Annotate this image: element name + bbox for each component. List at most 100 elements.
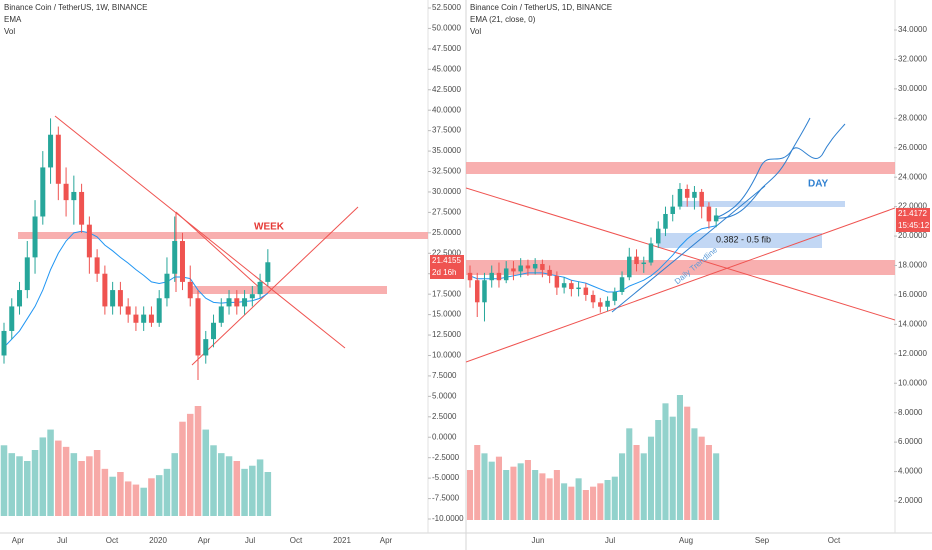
candle-body [532,264,538,269]
candle-body [655,228,661,244]
volume-bar [101,468,109,516]
candle-body [218,306,224,323]
volume-bar [546,478,553,520]
candle-body [234,298,240,307]
x-tick-label: Jun [532,536,545,545]
y-tick-label: 10.0000 [898,378,927,387]
y-tick-label: 2.0000 [898,496,923,505]
y-tick-label: 4.0000 [898,467,923,476]
last-price: 21.4172 [898,209,927,218]
candle-body [32,216,38,258]
volume-bar [684,406,691,520]
candle-body [684,188,690,198]
candle-body [249,294,255,299]
volume-bar [582,490,589,520]
candle-body [203,339,209,356]
candle-body [525,265,531,269]
y-tick-label: 7.5000 [432,371,457,380]
volume-bar [611,476,618,520]
candle-body [265,262,271,282]
candle-body [257,281,263,295]
trendline [191,206,359,366]
candle-body [474,280,480,303]
candle-body [554,275,560,288]
y-tick-label: 15.0000 [432,310,461,319]
trendline [466,187,895,321]
volume-bar [31,450,39,516]
volume-bar [503,470,510,520]
x-tick-label: 2021 [333,536,351,545]
volume-bar [163,468,171,516]
candle-body [648,243,654,263]
volume-bar [713,453,720,520]
volume-bar [698,436,705,520]
x-tick-label: Jul [245,536,255,545]
volume-bar [218,453,225,516]
x-tick-label: Oct [828,536,841,545]
volume-bar [640,453,647,520]
indicator-label: EMA (21, close, 0) [470,15,536,24]
projection [715,123,846,219]
y-tick-label: 22.5000 [432,248,461,257]
candle-body [663,213,668,229]
x-tick-label: 2020 [149,536,167,545]
candle-body [9,306,15,331]
volume-bar [109,476,116,516]
candle-body [641,262,647,265]
candle-body [94,257,100,274]
y-tick-label: 32.0000 [898,55,927,64]
candle-body [86,224,92,258]
volume-bar [256,459,264,516]
y-tick-label: 25.0000 [432,228,461,237]
y-tick-label: 17.5000 [432,289,461,298]
candle-body [699,191,704,207]
volume-bar [140,487,147,516]
support-zone [190,286,387,294]
y-tick-label: 12.5000 [432,330,461,339]
ema-line [3,230,269,348]
volume-bar [553,470,560,520]
volume-bar [16,456,23,516]
y-tick-label: 45.0000 [432,64,461,73]
candle-body [692,191,697,198]
volume-bar [561,483,568,520]
candle-body [156,298,162,323]
y-tick-label: 34.0000 [898,25,927,34]
volume-bar [93,450,101,516]
countdown: 15:45:12 [898,221,930,230]
y-tick-label: 18.0000 [898,261,927,270]
plot [466,183,720,520]
candle-body [540,264,545,270]
volume-bar [575,478,582,520]
volume-bar [662,403,669,520]
volume-bar [8,453,16,516]
volume-bar [179,421,186,516]
candle-body [583,287,589,295]
resistance-zone [466,162,895,174]
projection [715,117,811,219]
price-badge [430,255,464,267]
volume-bar [691,428,698,520]
volume-bar [705,445,712,520]
volume-bar [55,440,62,516]
candle-body [598,302,603,307]
volume-bar [70,453,78,516]
volume-bar [225,456,233,516]
volume-bar [488,461,495,520]
countdown: 2d 16h [432,268,456,277]
candle-body [706,206,712,222]
candle-body [670,206,675,214]
candle-body [482,280,487,303]
countdown-badge [896,220,930,232]
volume-bar [186,413,194,516]
y-tick-label: 30.0000 [898,84,927,93]
y-tick-label: 32.5000 [432,167,461,176]
y-tick-label: 30.0000 [432,187,461,196]
volume-bar [597,483,604,520]
volume-bar [495,456,503,520]
candle-body [467,272,473,281]
y-tick-label: 28.0000 [898,113,927,122]
volume-bar [510,466,517,520]
candle-body [619,277,625,292]
y-tick-label: 16.0000 [898,290,927,299]
